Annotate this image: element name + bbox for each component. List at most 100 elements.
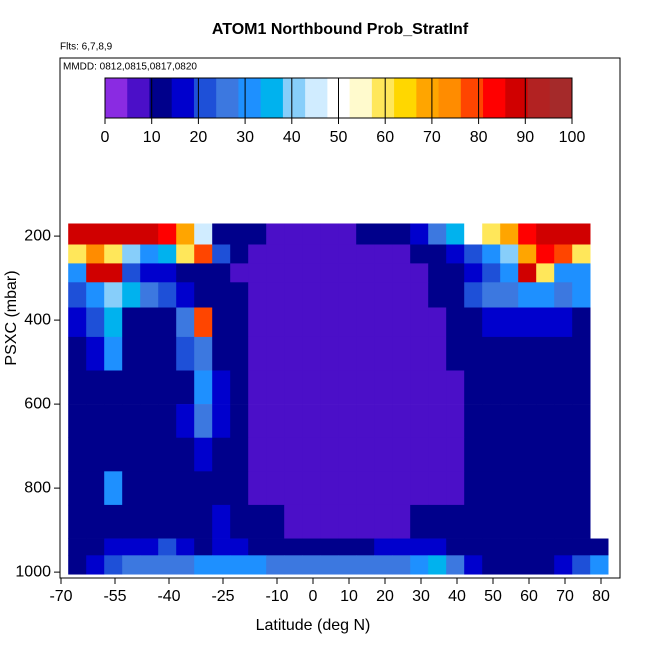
colorbar-segment [216,78,239,118]
heat-cell [482,555,501,575]
heat-cell [356,504,375,539]
heat-cell [428,282,447,308]
heat-cell [302,307,321,338]
heat-cell [518,437,537,472]
heat-cell [320,336,339,371]
heat-cell [212,437,231,472]
heat-cell [284,404,303,439]
heat-cell [86,336,105,371]
heat-cell [590,538,609,556]
heat-cell [86,223,105,245]
heat-cell [428,404,447,439]
heat-cell [176,471,195,506]
heat-cell [86,437,105,472]
heat-cell [194,370,213,405]
heat-cell [284,282,303,308]
heat-cell [86,244,105,264]
heat-cell [428,437,447,472]
heat-cell [482,370,501,405]
heat-cell [176,370,195,405]
heat-cell [554,370,573,405]
heat-cell [122,336,141,371]
heat-cell [140,244,159,264]
heat-cell [248,437,267,472]
heat-cell [284,244,303,264]
heat-cell [554,504,573,539]
heat-cell [230,471,249,506]
heat-cell [266,244,285,264]
heat-cell [554,282,573,308]
heat-cell [428,471,447,506]
heat-cell [464,336,483,371]
heat-cell [554,263,573,283]
x-tick-label: 50 [484,588,502,605]
heat-cell [320,263,339,283]
heat-cell [482,263,501,283]
x-tick-label: 40 [448,588,466,605]
heat-cell [392,336,411,371]
heat-cell [374,336,393,371]
heat-cell [248,282,267,308]
heat-cell [338,263,357,283]
heat-cell [104,504,123,539]
heat-cell [518,223,537,245]
heat-cell [338,307,357,338]
heat-cell [302,263,321,283]
heat-cell [230,404,249,439]
heat-cell [446,555,465,575]
heat-cell [356,370,375,405]
heat-cell [158,504,177,539]
heat-cell [572,404,591,439]
heat-cell [518,307,537,338]
heat-cell [536,538,555,556]
heat-cell [338,404,357,439]
heat-cell [284,223,303,245]
heat-cell [374,437,393,472]
heat-cell [194,244,213,264]
heat-cell [284,336,303,371]
heat-cell [140,263,159,283]
heat-cell [320,223,339,245]
heat-cell [230,282,249,308]
heat-cell [482,504,501,539]
heat-cell [140,504,159,539]
heat-cell [104,307,123,338]
heat-cell [500,538,519,556]
heat-cell [446,504,465,539]
heat-cell [518,504,537,539]
heat-cell [572,370,591,405]
heat-cell [104,471,123,506]
heat-cell [266,538,285,556]
x-tick-label: 20 [376,588,394,605]
heat-cell [428,263,447,283]
heat-cell [212,471,231,506]
y-tick-label: 800 [24,479,51,496]
heat-cell [320,437,339,472]
heat-cell [392,263,411,283]
heat-cell [374,370,393,405]
heat-cell [500,404,519,439]
heat-cell [374,263,393,283]
heat-cell [554,404,573,439]
heat-cell [482,538,501,556]
heat-cell [410,504,429,539]
heat-cell [302,282,321,308]
heat-cell [572,555,591,575]
colorbar-segment [193,78,217,118]
heat-cell [410,370,429,405]
heat-cell [266,555,285,575]
colorbar-tick-label: 90 [516,129,534,146]
heat-cell [536,437,555,472]
heat-cell [518,404,537,439]
heat-cell [356,282,375,308]
colorbar-segment [305,78,328,118]
heat-cell [410,263,429,283]
heat-cell [86,555,105,575]
heat-cell [266,282,285,308]
heat-cell [176,244,195,264]
heat-cell [464,370,483,405]
heat-cell [158,282,177,308]
heat-cell [266,437,285,472]
